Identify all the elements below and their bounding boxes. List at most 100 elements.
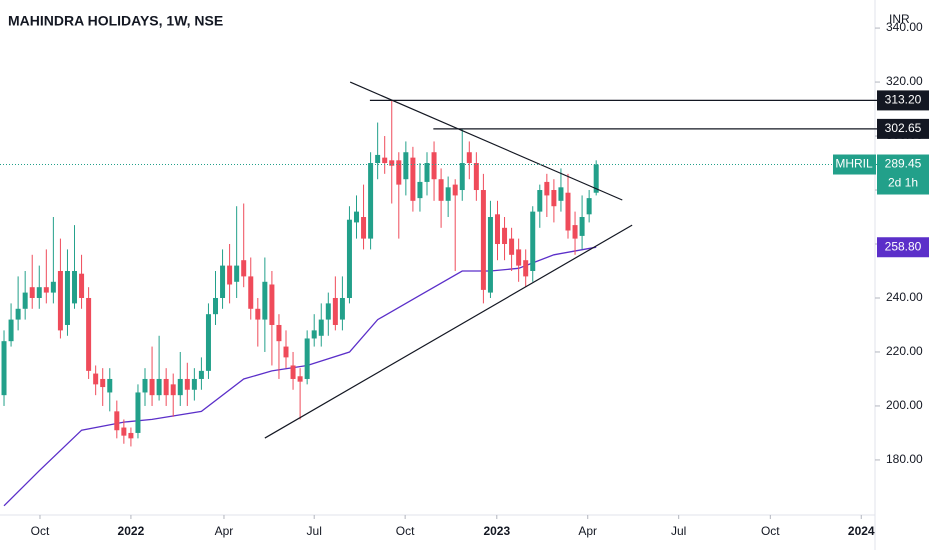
candle-body bbox=[43, 287, 49, 293]
candle-body bbox=[494, 214, 500, 245]
candle-body bbox=[509, 238, 515, 255]
candle-body bbox=[325, 303, 331, 320]
candle-body bbox=[220, 265, 226, 298]
candle-body bbox=[318, 319, 324, 336]
y-tick-label: 240.00 bbox=[886, 290, 923, 304]
ma-label: 258.80 bbox=[885, 239, 922, 253]
candle-body bbox=[537, 190, 543, 212]
x-tick-label: Jul bbox=[671, 524, 686, 538]
candle-body bbox=[135, 392, 141, 433]
candle-body bbox=[184, 378, 190, 390]
level-tag bbox=[877, 90, 929, 111]
candle-body bbox=[262, 281, 268, 320]
candle-body bbox=[234, 265, 240, 282]
candle-body bbox=[452, 184, 458, 196]
candle-body bbox=[163, 378, 169, 396]
candle-body bbox=[424, 163, 430, 182]
candle-body bbox=[516, 249, 522, 266]
candle-body bbox=[354, 211, 360, 223]
x-tick-label: Oct bbox=[761, 524, 780, 538]
candle-body bbox=[480, 190, 486, 290]
candle-body bbox=[248, 276, 254, 309]
candle-body bbox=[64, 270, 70, 325]
trendline bbox=[264, 224, 633, 439]
candle-body bbox=[438, 179, 444, 201]
candle-body bbox=[445, 187, 451, 201]
candle-body bbox=[544, 181, 550, 196]
candle-body bbox=[332, 297, 338, 325]
candle-body bbox=[86, 297, 92, 371]
x-tick-label: 2024 bbox=[848, 524, 875, 538]
candle-body bbox=[502, 227, 508, 245]
candle-body bbox=[177, 378, 183, 396]
candle-body bbox=[389, 160, 395, 166]
x-tick-label: 2023 bbox=[483, 524, 510, 538]
y-tick-label: 180.00 bbox=[886, 452, 923, 466]
x-tick-label: 2022 bbox=[118, 524, 145, 538]
x-tick-label: Oct bbox=[396, 524, 415, 538]
y-tick-label: 220.00 bbox=[886, 344, 923, 358]
price-tag bbox=[877, 154, 929, 195]
candle-body bbox=[100, 378, 106, 388]
candle-body bbox=[156, 378, 162, 396]
candle-body bbox=[382, 157, 388, 164]
price-label: 289.45 bbox=[885, 157, 922, 171]
candle-body bbox=[565, 192, 571, 231]
candle-body bbox=[417, 181, 423, 199]
candle-body bbox=[297, 376, 303, 382]
candle-body bbox=[191, 378, 197, 390]
candle-body bbox=[128, 432, 134, 439]
countdown-label: 2d 1h bbox=[888, 176, 918, 190]
candle-body bbox=[530, 211, 536, 271]
candle-body bbox=[22, 292, 28, 309]
currency: INR bbox=[889, 12, 910, 26]
x-tick-label: Jul bbox=[307, 524, 322, 538]
y-tick-label: 200.00 bbox=[886, 398, 923, 412]
candle-body bbox=[57, 270, 63, 331]
candle-body bbox=[29, 287, 35, 298]
candle-body bbox=[459, 163, 465, 191]
candle-body bbox=[36, 287, 42, 298]
y-tick-label: 340.00 bbox=[886, 20, 923, 34]
candle-body bbox=[15, 308, 21, 320]
ma-tag bbox=[877, 237, 929, 258]
candle-body bbox=[107, 378, 113, 393]
candle-body bbox=[213, 297, 219, 315]
candle-body bbox=[255, 308, 261, 320]
symbol-label: MHRIL bbox=[835, 157, 873, 171]
x-tick-label: Apr bbox=[578, 524, 597, 538]
candle-body bbox=[149, 378, 155, 396]
candle-body bbox=[572, 225, 578, 239]
candle-body bbox=[396, 160, 402, 185]
candle-body bbox=[368, 163, 374, 239]
candle-body bbox=[311, 330, 317, 339]
candle-body bbox=[466, 152, 472, 164]
candle-body bbox=[227, 265, 233, 285]
candle-body bbox=[198, 370, 204, 379]
candle-body bbox=[339, 297, 345, 320]
candle-body bbox=[551, 190, 557, 207]
candle-body bbox=[114, 411, 120, 431]
candle-body bbox=[93, 373, 99, 385]
candle-body bbox=[431, 152, 437, 180]
candle-body bbox=[8, 319, 14, 342]
candle-body bbox=[593, 164, 599, 193]
candle-body bbox=[1, 341, 7, 396]
candle-body bbox=[72, 270, 78, 304]
level-label: 313.20 bbox=[885, 93, 922, 107]
candle-body bbox=[205, 314, 211, 371]
candle-body bbox=[50, 281, 56, 293]
chart-title: MAHINDRA HOLIDAYS, 1W, NSE bbox=[8, 13, 223, 29]
candle-body bbox=[487, 217, 493, 293]
candle-body bbox=[121, 427, 127, 436]
candle-body bbox=[375, 154, 381, 164]
y-tick-label: 320.00 bbox=[886, 74, 923, 88]
candle-body bbox=[346, 219, 352, 298]
candle-body bbox=[361, 217, 367, 239]
level-tag bbox=[877, 118, 929, 139]
candle-body bbox=[269, 284, 275, 325]
symbol-tag bbox=[833, 154, 876, 175]
candle-body bbox=[586, 198, 592, 215]
trendline bbox=[349, 81, 623, 201]
